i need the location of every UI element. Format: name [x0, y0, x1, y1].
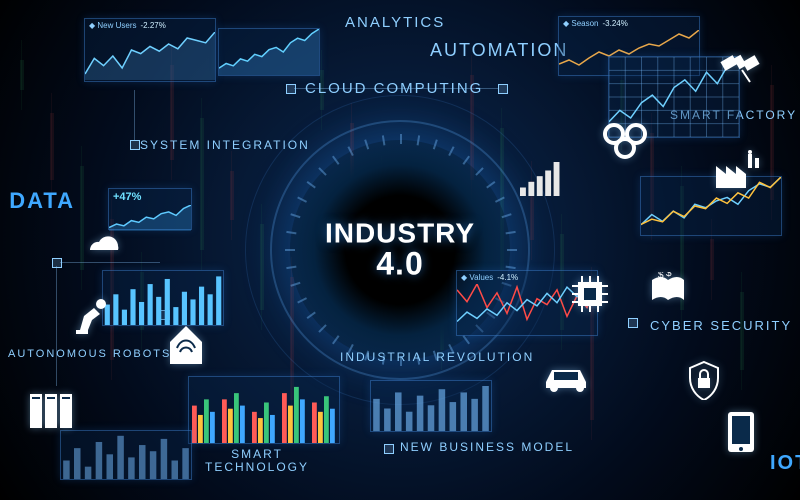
label-cyber-security: CYBER SECURITY: [650, 318, 792, 333]
node-dot: [286, 84, 296, 94]
panel-chart: [520, 162, 562, 196]
panel-pct: -4.1%: [497, 273, 518, 282]
infographic-stage: INDUSTRY 4.0 ANALYTICS AUTOMATION CLOUD CO…: [0, 0, 800, 500]
smart-home-icon: [166, 322, 206, 366]
label-system-integration: SYSTEM INTEGRATION: [140, 138, 310, 152]
label-smart-technology: SMART TECHNOLOGY: [205, 448, 309, 474]
svg-text:$: $: [666, 272, 672, 279]
connector-line: [56, 266, 57, 386]
panel-title: ◆ New Users: [89, 21, 137, 30]
panel-pct: -3.24%: [603, 19, 628, 28]
node-dot: [130, 140, 140, 150]
panel-chart: [371, 381, 491, 431]
node-dot: [384, 444, 394, 454]
gears-icon: [598, 118, 652, 160]
panel-bars_small: [102, 270, 224, 326]
panel-title: ◆ Season: [563, 19, 599, 28]
satellite-icon: [716, 40, 764, 84]
servers-icon: [28, 388, 74, 432]
connector-line: [60, 262, 160, 263]
robot-arm-icon: [70, 290, 110, 334]
panel-grid_bottom: [60, 430, 192, 480]
panel-pct: -2.27%: [141, 21, 166, 30]
shield-lock-icon: [686, 360, 722, 400]
node-dot: [52, 258, 62, 268]
panel-multi_bars: [188, 376, 340, 444]
svg-text:$: $: [658, 272, 664, 281]
panel-header: ◆ New Users -2.27%: [85, 19, 215, 32]
tablet-icon: [724, 410, 758, 454]
hub-title-line-2: 4.0: [325, 246, 475, 283]
label-automation: AUTOMATION: [430, 40, 568, 61]
panel-title: ◆ Values: [461, 273, 493, 282]
panel-new_users: ◆ New Users -2.27%: [84, 18, 216, 82]
hub-title: INDUSTRY 4.0: [325, 218, 475, 283]
panel-chart: [219, 29, 319, 75]
money-book-icon: $$: [648, 272, 688, 304]
panel-chart: [189, 377, 339, 443]
node-dot: [498, 84, 508, 94]
panel-sig_bars: [520, 162, 562, 196]
panel-header: +47%: [109, 189, 191, 205]
factory-icon: [712, 150, 764, 190]
panel-chart: [103, 271, 223, 325]
panel-area_tl: [218, 28, 320, 76]
label-autonomous-robots: AUTONOMOUS ROBOTS: [8, 348, 171, 360]
cloud-icon: [80, 222, 128, 256]
panel-chart: [85, 32, 215, 80]
panel-bars_nb: [370, 380, 492, 432]
car-icon: [540, 364, 592, 392]
label-cloud: CLOUD COMPUTING: [305, 80, 483, 97]
node-dot: [628, 318, 638, 328]
panel-badge: +47%: [113, 191, 141, 203]
label-new-business-model: NEW BUSINESS MODEL: [400, 440, 574, 454]
connector-line: [134, 90, 135, 140]
label-iot: IOT: [770, 452, 800, 475]
panel-header: ◆ Season -3.24%: [559, 17, 699, 30]
label-analytics: ANALYTICS: [345, 14, 445, 31]
panel-chart: [61, 431, 191, 479]
label-big-data: G DATA: [0, 188, 75, 214]
label-industrial-revolution: INDUSTRIAL REVOLUTION: [340, 350, 534, 364]
chip-icon: [570, 274, 610, 314]
